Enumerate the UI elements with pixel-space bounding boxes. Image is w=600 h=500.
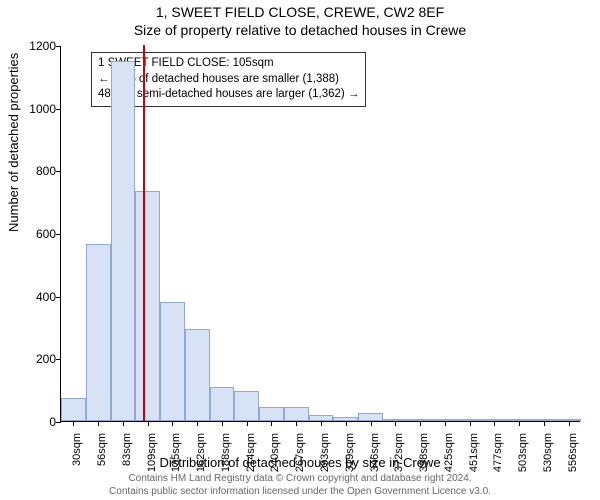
histogram-bar <box>135 191 160 421</box>
annotation-line2: ← 49% of detached houses are smaller (1,… <box>98 72 359 88</box>
copyright-notice: Contains HM Land Registry data © Crown c… <box>0 473 600 498</box>
chart-title-main: 1, SWEET FIELD CLOSE, CREWE, CW2 8EF <box>0 4 600 20</box>
histogram-bar <box>185 329 210 421</box>
histogram-bar <box>284 407 309 421</box>
x-tick-mark <box>569 421 570 426</box>
x-tick-mark <box>98 421 99 426</box>
x-tick-mark <box>73 421 74 426</box>
histogram-bar <box>61 398 86 421</box>
histogram-bar <box>358 413 383 421</box>
x-tick-mark <box>321 421 322 426</box>
x-tick-mark <box>271 421 272 426</box>
histogram-bar <box>86 244 111 421</box>
x-tick-mark <box>172 421 173 426</box>
y-tick-mark <box>56 171 61 172</box>
histogram-bar <box>111 61 136 421</box>
x-tick-mark <box>148 421 149 426</box>
x-tick-mark <box>420 421 421 426</box>
x-tick-mark <box>296 421 297 426</box>
x-tick-mark <box>197 421 198 426</box>
x-tick-mark <box>494 421 495 426</box>
x-axis-label: Distribution of detached houses by size … <box>0 455 600 470</box>
histogram-bar <box>259 407 284 421</box>
x-tick-mark <box>346 421 347 426</box>
annotation-line3: 48% of semi-detached houses are larger (… <box>98 87 359 103</box>
x-tick-mark <box>470 421 471 426</box>
x-tick-mark <box>371 421 372 426</box>
histogram-bar <box>210 387 235 421</box>
annotation-line1: 1 SWEET FIELD CLOSE: 105sqm <box>98 56 359 72</box>
y-tick-mark <box>56 234 61 235</box>
x-tick-mark <box>222 421 223 426</box>
x-tick-mark <box>395 421 396 426</box>
copyright-line2: Contains public sector information licen… <box>0 486 600 499</box>
y-tick-mark <box>56 109 61 110</box>
y-axis-label: Number of detached properties <box>6 53 21 232</box>
copyright-line1: Contains HM Land Registry data © Crown c… <box>0 473 600 486</box>
x-tick-mark <box>544 421 545 426</box>
x-tick-mark <box>247 421 248 426</box>
chart-container: 1, SWEET FIELD CLOSE, CREWE, CW2 8EF Siz… <box>0 0 600 500</box>
x-tick-mark <box>123 421 124 426</box>
y-tick-mark <box>56 359 61 360</box>
x-tick-mark <box>519 421 520 426</box>
x-tick-mark <box>445 421 446 426</box>
histogram-bar <box>234 391 259 421</box>
y-tick-mark <box>56 46 61 47</box>
histogram-bar <box>160 302 185 421</box>
y-tick-mark <box>56 422 61 423</box>
y-tick-mark <box>56 297 61 298</box>
chart-title-sub: Size of property relative to detached ho… <box>0 22 600 38</box>
property-marker-line <box>143 45 145 421</box>
plot-area: 1 SWEET FIELD CLOSE: 105sqm ← 49% of det… <box>60 46 580 422</box>
